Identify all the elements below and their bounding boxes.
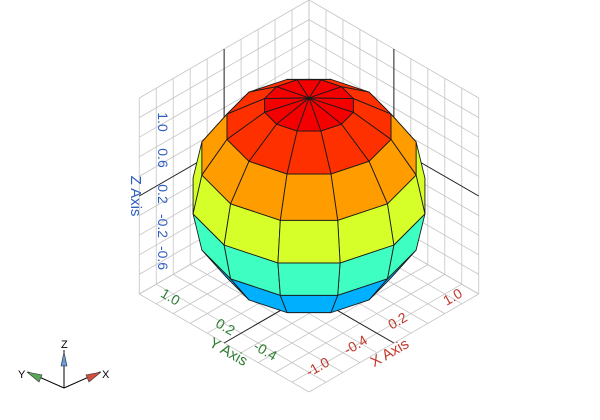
z-axis-ticks: 1.0 0.6 0.2 -0.2 -0.6 bbox=[155, 112, 171, 270]
z-tick-neg0.6: -0.6 bbox=[155, 246, 171, 270]
y-arrow-icon bbox=[26, 371, 43, 383]
x-arrow-icon bbox=[85, 371, 102, 383]
sphere-surface[interactable] bbox=[192, 78, 426, 314]
triad-x-label: X bbox=[102, 369, 110, 381]
z-tick-neg0.2: -0.2 bbox=[155, 214, 171, 238]
sphere-facet bbox=[277, 262, 341, 296]
sphere-facet bbox=[279, 173, 339, 221]
x-tick-1.0: 1.0 bbox=[440, 285, 465, 309]
triad-z-label: Z bbox=[61, 339, 68, 351]
y-tick-1.0: 1.0 bbox=[158, 285, 183, 309]
sphere-facet bbox=[279, 294, 339, 314]
z-arrow-icon bbox=[60, 351, 68, 367]
orientation-triad: Z X Y bbox=[18, 339, 110, 389]
z-tick-0.6: 0.6 bbox=[155, 148, 171, 168]
z-tick-0.2: 0.2 bbox=[155, 184, 171, 204]
z-axis-title: Z Axis bbox=[127, 176, 144, 217]
y-axis-title: Y Axis bbox=[206, 334, 250, 369]
x-tick-neg0.4: -0.4 bbox=[341, 332, 370, 358]
sphere-facet bbox=[277, 219, 341, 264]
x-tick-neg1.0: -1.0 bbox=[303, 354, 332, 380]
x-tick-0.2: 0.2 bbox=[385, 309, 410, 333]
triad-y-label: Y bbox=[18, 369, 26, 381]
z-tick-1.0: 1.0 bbox=[155, 112, 171, 132]
